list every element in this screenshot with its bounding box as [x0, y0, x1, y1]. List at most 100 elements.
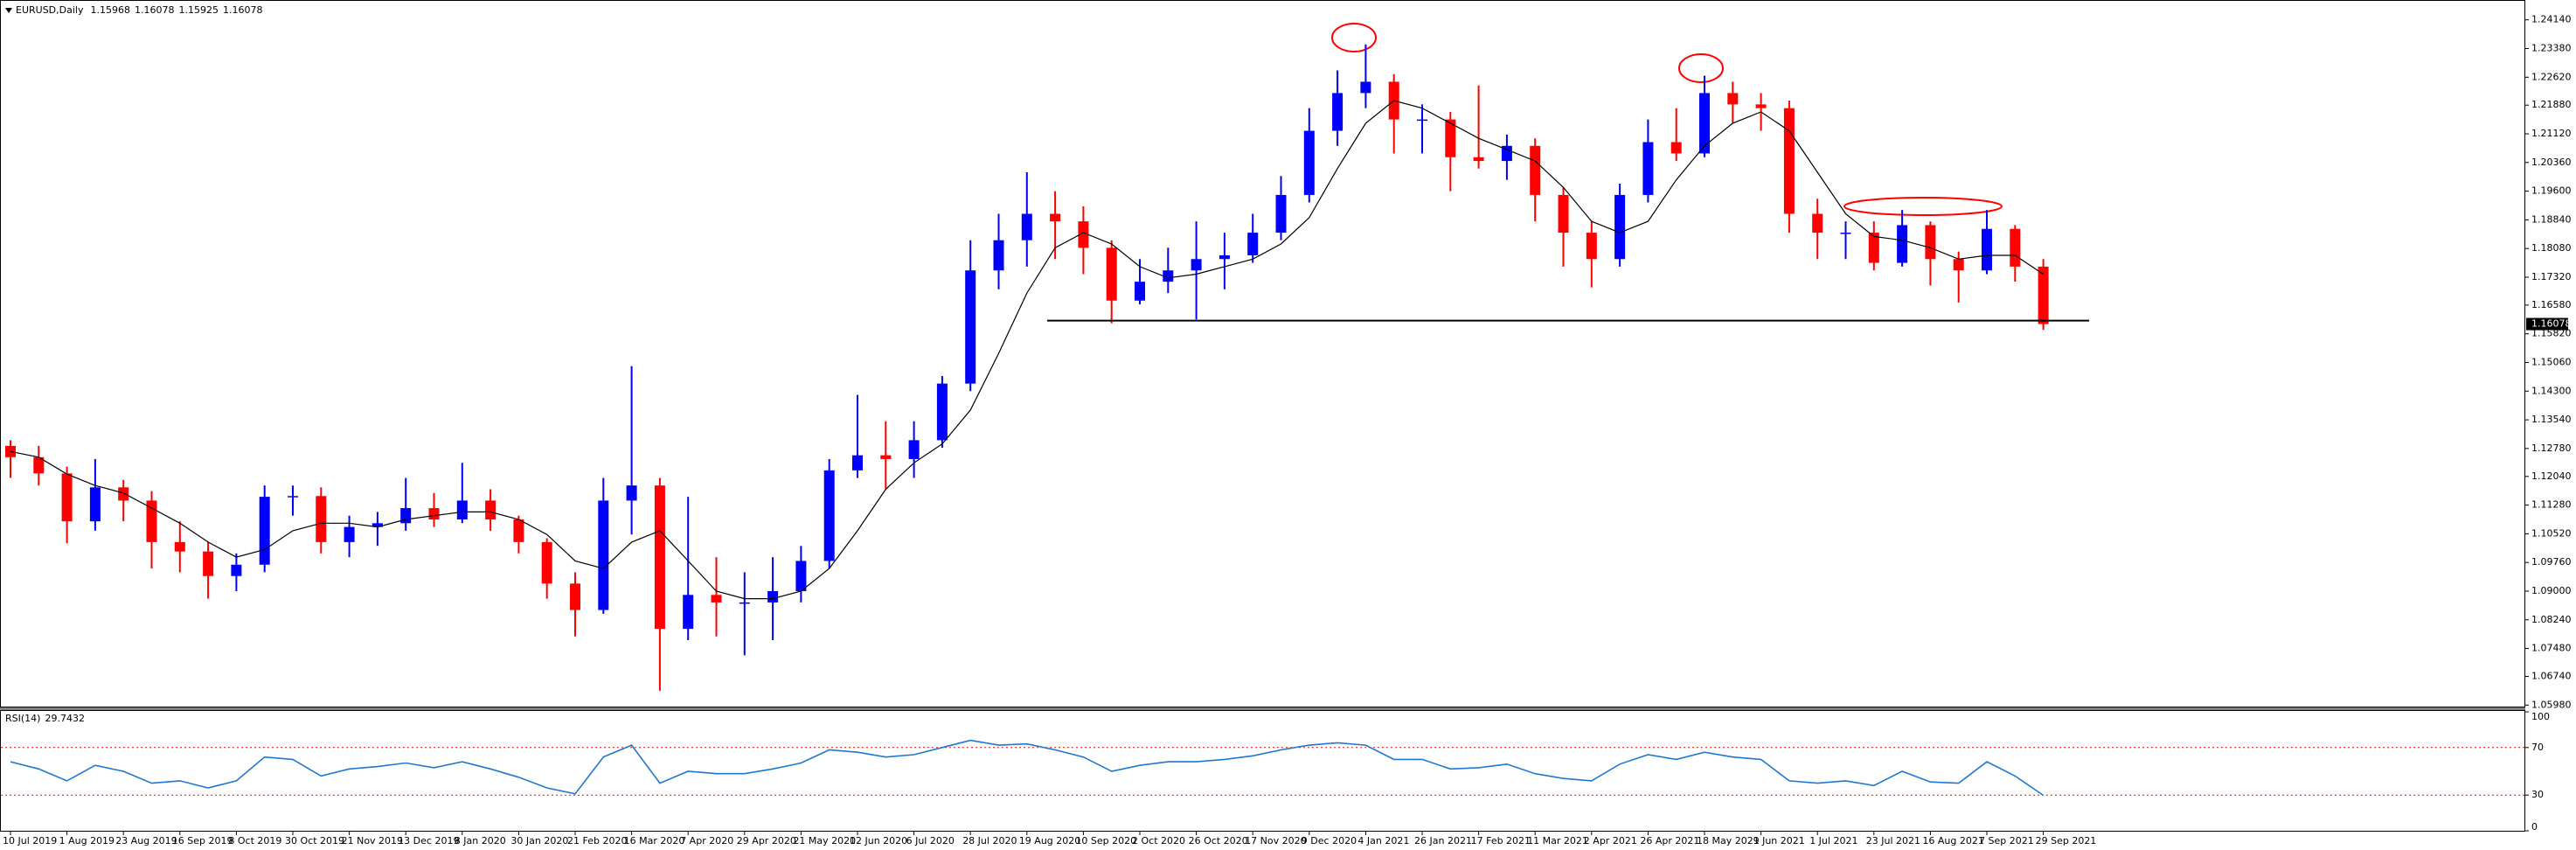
x-tick-label: 7 Apr 2020 — [680, 835, 733, 847]
rsi-tick-label: 30 — [2531, 789, 2544, 800]
y-tick-label: 1.11280 — [2531, 499, 2572, 511]
x-tick-label: 26 Oct 2020 — [1189, 835, 1248, 847]
x-tick-label: 30 Jan 2020 — [510, 835, 568, 847]
rsi-line — [10, 739, 2045, 797]
y-tick-label: 1.05980 — [2531, 699, 2572, 710]
y-tick-label: 1.17320 — [2531, 271, 2572, 282]
y-tick-label: 1.08240 — [2531, 614, 2572, 625]
y-tick-label: 1.13540 — [2531, 414, 2572, 425]
y-tick-label: 1.21880 — [2531, 99, 2572, 110]
candle-body — [908, 440, 920, 459]
candle-body — [654, 485, 665, 630]
candle-body — [259, 497, 270, 565]
candle-body — [316, 496, 327, 542]
y-tick-label: 1.18080 — [2531, 242, 2572, 254]
candle-body — [570, 583, 580, 610]
candle-body — [739, 602, 750, 604]
y-tick-label: 1.15060 — [2531, 356, 2572, 367]
x-tick-label: 7 Sep 2021 — [1979, 835, 2034, 847]
rsi-header: RSI(14) 29.7432 — [5, 713, 85, 724]
candle-body — [1332, 93, 1344, 131]
y-tick-label: 1.18840 — [2531, 213, 2572, 225]
x-tick-label: 18 May 2021 — [1697, 835, 1760, 847]
x-tick-label: 6 Jul 2020 — [906, 835, 955, 847]
rsi-tick-label: 0 — [2531, 821, 2538, 833]
candle-body — [1586, 233, 1597, 260]
y-tick-label: 1.21120 — [2531, 128, 2572, 139]
x-tick-label: 16 Sep 2019 — [172, 835, 233, 847]
candle-body — [1953, 259, 1964, 271]
y-tick-label: 1.09000 — [2531, 585, 2572, 596]
candle-body — [33, 456, 45, 474]
x-tick-label: 1 Aug 2019 — [59, 835, 115, 847]
x-tick-label: 2 Apr 2021 — [1584, 835, 1637, 847]
candle-body — [1614, 194, 1626, 260]
candle-body — [683, 595, 694, 630]
x-tick-label: 28 Jul 2020 — [962, 835, 1017, 847]
y-tick-label: 1.23380 — [2531, 43, 2572, 54]
candle-body — [1727, 93, 1739, 105]
top-marker — [1331, 23, 1377, 52]
candle-body — [1473, 157, 1484, 162]
y-tick-label: 1.19600 — [2531, 185, 2572, 197]
candle-body — [1078, 221, 1089, 248]
header-open: 1.15968 — [90, 4, 130, 16]
candle-body — [1303, 130, 1315, 195]
candle-body — [61, 473, 73, 522]
x-tick-label: 17 Nov 2020 — [1245, 835, 1306, 847]
candle-body — [2010, 228, 2021, 267]
x-tick-label: 1 Jul 2021 — [1809, 835, 1857, 847]
candle-body — [1558, 194, 1569, 233]
menu-triangle — [5, 8, 12, 13]
candle-body — [1275, 194, 1287, 233]
candle-body — [1021, 213, 1032, 240]
top-marker — [1843, 197, 2003, 216]
moving-average — [10, 100, 2044, 600]
x-tick-label: 16 Mar 2020 — [624, 835, 685, 847]
candle-body — [1670, 142, 1682, 154]
x-tick-label: 21 Feb 2020 — [567, 835, 627, 847]
rsi-current: 29.7432 — [45, 713, 85, 724]
candle-body — [344, 526, 355, 542]
x-tick-label: 16 Aug 2021 — [1922, 835, 1983, 847]
x-tick-label: 21 May 2020 — [793, 835, 856, 847]
candle-body — [174, 541, 185, 552]
x-tick-label: 11 Mar 2021 — [1527, 835, 1588, 847]
candle-body — [371, 523, 383, 527]
x-tick-label: 19 Aug 2020 — [1019, 835, 1080, 847]
candle-body — [993, 240, 1004, 271]
y-tick-label: 1.06740 — [2531, 670, 2572, 681]
y-tick-label: 1.12040 — [2531, 470, 2572, 482]
candle-body — [965, 270, 976, 384]
candle-body — [823, 470, 835, 561]
y-tick-label: 1.10520 — [2531, 527, 2572, 539]
x-tick-label: 10 Sep 2020 — [1075, 835, 1136, 847]
x-tick-label: 4 Jan 2021 — [1357, 835, 1409, 847]
candle-body — [513, 519, 524, 542]
candle-body — [626, 485, 637, 501]
candle-body — [1530, 145, 1541, 195]
y-tick-label: 1.20360 — [2531, 157, 2572, 168]
y-tick-label: 1.16580 — [2531, 299, 2572, 310]
x-tick-label: 13 Dec 2019 — [398, 835, 459, 847]
x-tick-label: 9 Jun 2021 — [1753, 835, 1805, 847]
candle-body — [1868, 233, 1879, 263]
candle-body — [1755, 104, 1767, 108]
x-tick-label: 21 Nov 2019 — [342, 835, 403, 847]
candle-body — [146, 500, 157, 542]
y-tick-label: 1.22620 — [2531, 71, 2572, 82]
x-tick-label: 17 Feb 2021 — [1471, 835, 1531, 847]
candle-body — [936, 383, 948, 441]
candle-body — [541, 541, 552, 584]
header-close: 1.16078 — [223, 4, 263, 16]
candle-body — [1812, 213, 1823, 233]
x-tick-label: 29 Apr 2020 — [737, 835, 796, 847]
candle-body — [1840, 233, 1851, 234]
y-tick-label: 1.14300 — [2531, 385, 2572, 396]
candle-body — [1050, 213, 1061, 222]
x-tick-label: 9 Dec 2020 — [1302, 835, 1357, 847]
candle-body — [1417, 119, 1427, 122]
x-tick-label: 8 Oct 2019 — [228, 835, 281, 847]
